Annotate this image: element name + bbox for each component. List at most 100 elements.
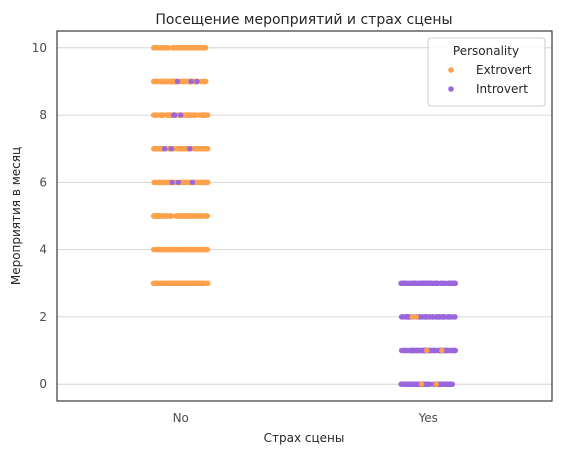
data-point xyxy=(426,381,432,387)
data-point xyxy=(181,45,188,51)
data-point xyxy=(446,314,452,320)
x-tick-label: Yes xyxy=(418,411,438,425)
legend-title: Personality xyxy=(453,44,519,58)
y-tick-labels: 0 2 4 6 8 10 xyxy=(32,41,47,391)
y-tick-label: 10 xyxy=(32,41,47,55)
data-point xyxy=(445,347,451,354)
data-point xyxy=(409,314,415,320)
data-point xyxy=(157,78,164,85)
legend-label: Extrovert xyxy=(476,63,532,77)
data-point xyxy=(166,280,173,286)
legend-marker xyxy=(448,86,454,92)
data-point xyxy=(402,347,408,354)
data-point xyxy=(174,246,180,253)
data-point xyxy=(168,213,174,219)
data-point xyxy=(170,280,177,286)
data-point xyxy=(446,381,453,387)
data-point xyxy=(401,280,407,286)
data-point xyxy=(178,280,184,286)
data-point xyxy=(177,146,183,152)
data-point xyxy=(408,381,415,387)
legend-box xyxy=(427,37,546,107)
data-point xyxy=(181,146,187,152)
data-point xyxy=(450,347,457,354)
data-point xyxy=(197,179,204,186)
data-point xyxy=(188,78,194,85)
data-point xyxy=(413,314,419,320)
data-point xyxy=(205,179,211,186)
data-point xyxy=(174,45,180,51)
data-point xyxy=(153,246,159,253)
data-point xyxy=(203,78,209,85)
y-tick-label: 0 xyxy=(39,377,47,391)
data-point xyxy=(435,314,441,320)
data-point xyxy=(194,146,200,152)
data-point xyxy=(167,112,173,118)
data-point xyxy=(175,179,182,186)
data-point xyxy=(441,314,447,320)
data-point xyxy=(159,112,165,118)
data-point xyxy=(153,213,159,219)
data-point xyxy=(194,78,200,85)
data-point xyxy=(184,280,190,286)
data-point xyxy=(197,45,203,51)
data-point xyxy=(201,146,207,152)
grid xyxy=(57,47,552,385)
data-point xyxy=(451,314,457,320)
data-point xyxy=(187,146,193,152)
chart-title: Посещение мероприятий и страх сцены xyxy=(155,12,452,28)
data-point xyxy=(182,246,189,253)
data-point xyxy=(424,347,430,354)
data-point xyxy=(168,246,174,253)
data-point xyxy=(430,314,436,320)
data-point xyxy=(204,246,210,253)
y-axis-label: Мероприятия в месяц xyxy=(9,147,23,285)
data-point xyxy=(151,146,157,152)
data-point xyxy=(193,213,199,219)
data-point xyxy=(151,45,157,51)
data-point xyxy=(407,347,413,354)
data-point xyxy=(150,280,157,286)
data-points xyxy=(150,45,458,387)
y-tick-label: 4 xyxy=(39,243,47,257)
data-point xyxy=(192,280,198,286)
data-point xyxy=(201,112,207,118)
data-point xyxy=(178,112,184,118)
data-point xyxy=(440,381,446,387)
data-point xyxy=(170,112,177,118)
data-point xyxy=(197,280,203,286)
data-point xyxy=(196,213,203,219)
data-point xyxy=(398,381,404,387)
data-point xyxy=(159,246,165,253)
data-point xyxy=(162,45,168,51)
data-point xyxy=(421,280,427,286)
data-point xyxy=(418,381,425,387)
data-point xyxy=(422,314,428,320)
data-point xyxy=(402,381,408,387)
plot-frame xyxy=(56,30,553,402)
data-point xyxy=(202,45,208,51)
data-point xyxy=(409,280,415,286)
data-point xyxy=(157,45,164,51)
data-point xyxy=(199,246,206,253)
data-point xyxy=(414,280,420,286)
data-point xyxy=(161,179,168,186)
data-point xyxy=(151,179,157,186)
data-point xyxy=(433,381,439,387)
data-point xyxy=(190,45,197,51)
data-point xyxy=(192,246,198,253)
data-point xyxy=(184,112,190,118)
data-point xyxy=(195,246,202,253)
y-tick-label: 8 xyxy=(39,108,47,122)
data-point xyxy=(446,280,453,286)
data-point xyxy=(196,112,202,118)
data-point xyxy=(157,280,163,286)
x-tick-labels: No Yes xyxy=(173,411,438,425)
data-point xyxy=(189,179,196,186)
data-point xyxy=(169,179,175,186)
data-point xyxy=(431,347,438,354)
x-axis-label: Страх сцены xyxy=(264,431,345,445)
data-point xyxy=(432,280,438,286)
data-point xyxy=(183,213,190,219)
